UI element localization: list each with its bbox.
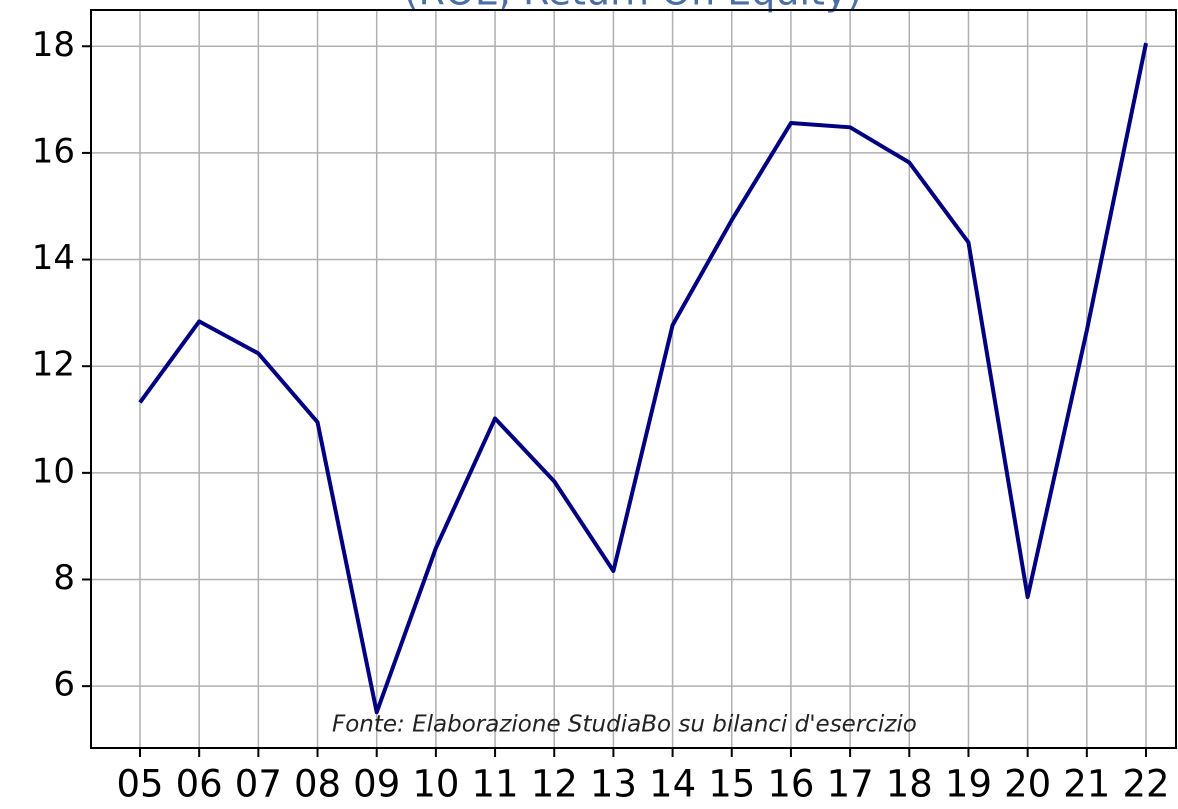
x-tick-label: 12 xyxy=(531,763,578,806)
x-tick-label: 07 xyxy=(235,763,282,806)
data-line xyxy=(138,42,1148,715)
chart-title: (ROE, Return On Equity) xyxy=(404,0,863,14)
x-tick-label: 14 xyxy=(649,763,696,806)
y-tick-label: 10 xyxy=(32,451,75,491)
annotation: Fonte: Elaborazione StudiaBo su bilanci … xyxy=(332,712,917,738)
x-tick-label: 11 xyxy=(472,763,519,806)
x-tick-label: 05 xyxy=(116,763,163,806)
y-tick-label: 6 xyxy=(53,665,75,705)
plot-frame xyxy=(90,9,1177,749)
x-tick-label: 19 xyxy=(945,763,992,806)
x-tick-label: 20 xyxy=(1004,763,1051,806)
y-tick-label: 12 xyxy=(32,345,75,385)
x-tick-label: 22 xyxy=(1122,763,1169,806)
y-tick-label: 8 xyxy=(53,558,75,598)
x-tick-label: 09 xyxy=(353,763,400,806)
x-tick-label: 15 xyxy=(708,763,755,806)
x-tick-label: 13 xyxy=(590,763,637,806)
y-tick-label: 18 xyxy=(32,25,75,65)
x-tick-label: 10 xyxy=(412,763,459,806)
y-tick-label: 16 xyxy=(32,131,75,171)
x-tick-label: 21 xyxy=(1063,763,1110,806)
x-tick-label: 17 xyxy=(827,763,874,806)
y-tick-label: 14 xyxy=(32,238,75,278)
x-tick-label: 16 xyxy=(767,763,814,806)
x-tick-label: 06 xyxy=(176,763,223,806)
x-tick-label: 08 xyxy=(294,763,341,806)
x-tick-label: 18 xyxy=(886,763,933,806)
